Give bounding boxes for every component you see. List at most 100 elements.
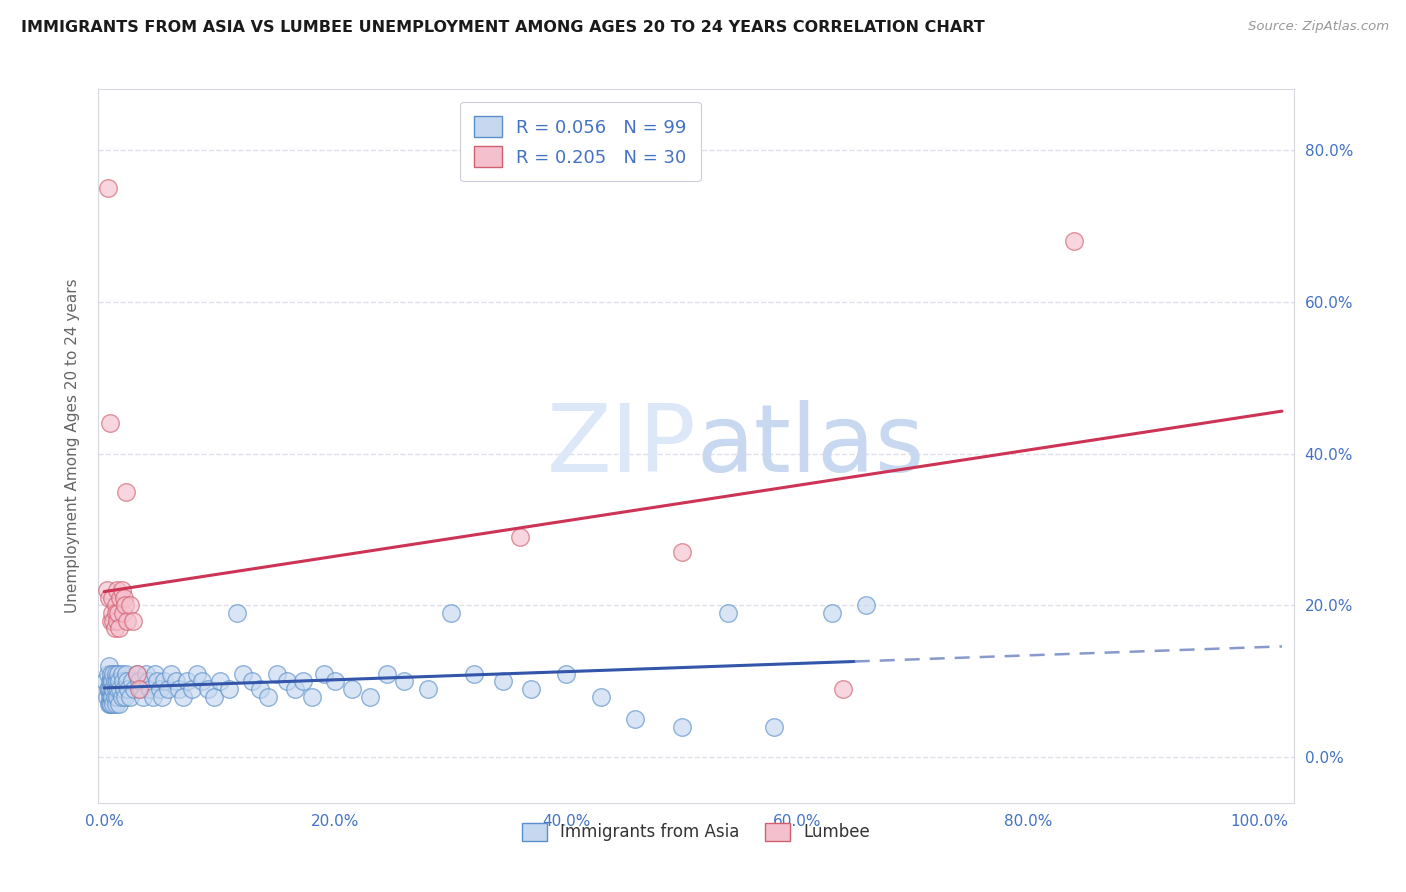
Point (136, 674, 159, 689)
Point (125, 666, 148, 681)
Point (110, 583, 132, 598)
Point (181, 681, 204, 696)
Point (112, 681, 135, 696)
Point (114, 599, 136, 613)
Point (202, 690, 225, 704)
Point (375, 666, 398, 681)
Point (103, 690, 125, 704)
Point (671, 545, 693, 559)
Point (717, 606, 740, 620)
Point (139, 681, 162, 696)
Point (232, 666, 254, 681)
Point (98, 674, 121, 689)
Point (108, 697, 131, 711)
Point (94, 674, 117, 689)
Point (671, 720, 693, 734)
Point (176, 674, 198, 689)
Point (98, 416, 121, 430)
Point (301, 690, 323, 704)
Point (97, 591, 120, 605)
Text: ZIP: ZIP (547, 400, 696, 492)
Point (117, 681, 139, 696)
Point (463, 666, 485, 681)
Point (104, 666, 127, 681)
Point (96, 583, 118, 598)
Point (100, 666, 122, 681)
Point (153, 674, 176, 689)
Point (104, 599, 127, 613)
Point (359, 690, 381, 704)
Point (103, 621, 125, 635)
Point (172, 690, 194, 704)
Point (103, 681, 125, 696)
Point (97, 681, 120, 696)
Point (97, 697, 120, 711)
Point (105, 614, 128, 628)
Point (555, 666, 578, 681)
Text: atlas: atlas (696, 400, 924, 492)
Point (100, 690, 122, 704)
Point (257, 690, 280, 704)
Point (266, 666, 288, 681)
Point (240, 674, 263, 689)
Point (98, 690, 121, 704)
Point (105, 674, 128, 689)
Point (112, 591, 135, 605)
Point (226, 606, 249, 620)
Point (291, 674, 314, 689)
Point (101, 606, 124, 620)
Point (104, 697, 127, 711)
Point (122, 614, 145, 628)
Point (820, 606, 842, 620)
Point (100, 614, 122, 628)
Point (128, 681, 150, 696)
Point (96, 690, 118, 704)
Legend: Immigrants from Asia, Lumbee: Immigrants from Asia, Lumbee (516, 816, 876, 848)
Point (118, 690, 141, 704)
Point (249, 681, 271, 696)
Point (118, 599, 141, 613)
Point (128, 674, 150, 689)
Point (117, 674, 139, 689)
Point (150, 690, 173, 704)
Point (107, 681, 129, 696)
Point (100, 697, 122, 711)
Point (110, 681, 132, 696)
Point (107, 606, 129, 620)
Point (101, 681, 124, 696)
Point (111, 674, 134, 689)
Point (520, 681, 543, 696)
Point (160, 666, 183, 681)
Point (105, 690, 128, 704)
Point (589, 690, 612, 704)
Point (186, 666, 208, 681)
Point (146, 674, 169, 689)
Point (342, 681, 364, 696)
Point (97, 666, 120, 681)
Point (98, 681, 121, 696)
Point (276, 674, 298, 689)
Point (129, 681, 152, 696)
Point (832, 681, 855, 696)
Point (149, 681, 172, 696)
Point (103, 614, 125, 628)
Point (101, 674, 124, 689)
Point (132, 690, 155, 704)
Point (855, 599, 877, 613)
Point (104, 681, 127, 696)
Point (394, 674, 416, 689)
Point (100, 674, 122, 689)
Point (218, 681, 240, 696)
Point (110, 666, 132, 681)
Point (115, 484, 138, 499)
Point (197, 681, 219, 696)
Point (191, 674, 214, 689)
Point (142, 690, 165, 704)
Point (110, 690, 132, 704)
Point (97, 681, 120, 696)
Text: IMMIGRANTS FROM ASIA VS LUMBEE UNEMPLOYMENT AMONG AGES 20 TO 24 YEARS CORRELATIO: IMMIGRANTS FROM ASIA VS LUMBEE UNEMPLOYM… (21, 20, 984, 35)
Point (312, 666, 335, 681)
Text: Source: ZipAtlas.com: Source: ZipAtlas.com (1249, 20, 1389, 33)
Point (103, 674, 125, 689)
Point (491, 674, 513, 689)
